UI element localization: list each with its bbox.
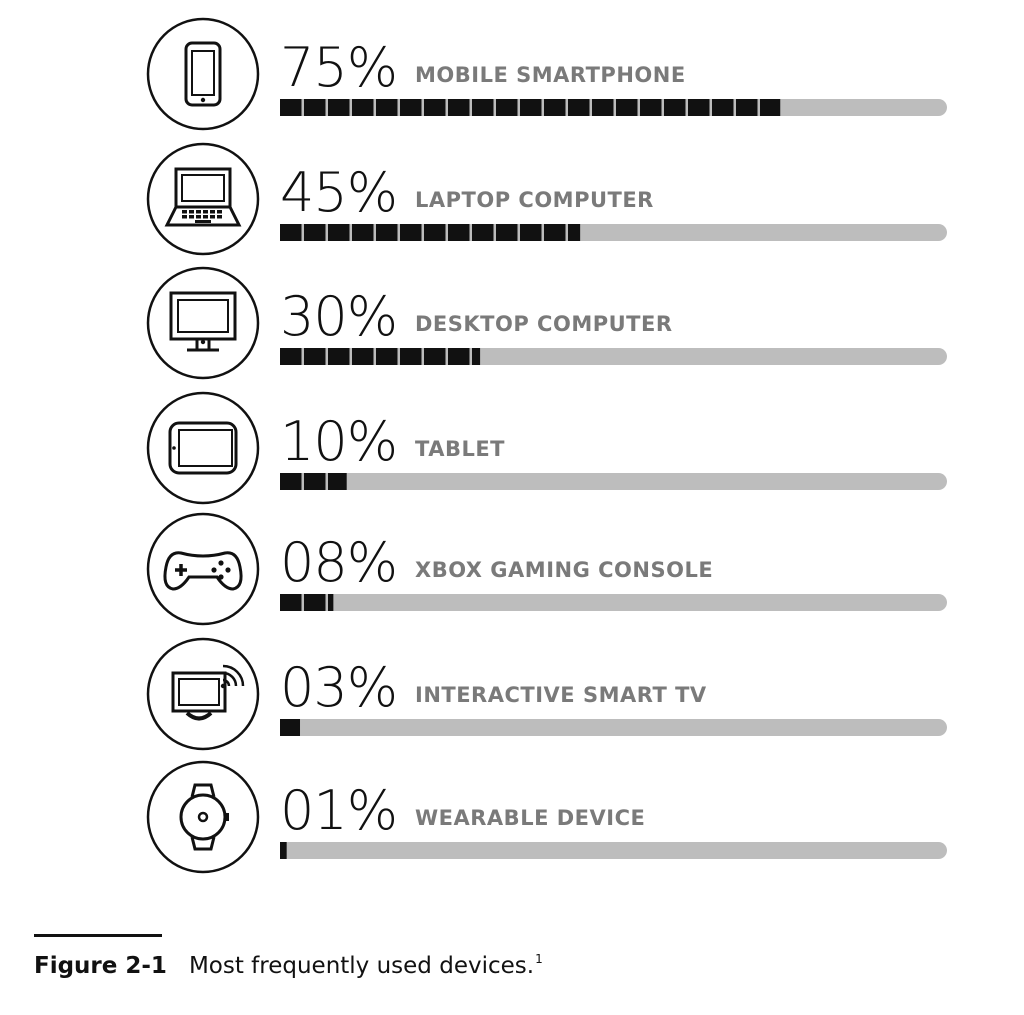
bar-segment (352, 348, 374, 365)
bar-segment (616, 99, 638, 116)
bar-segment (496, 224, 518, 241)
bar-track (280, 348, 947, 365)
bar-segment (280, 473, 302, 490)
bar-segment (400, 224, 422, 241)
tablet-icon (146, 391, 260, 505)
bar-segment (520, 224, 542, 241)
bar-segment (544, 224, 566, 241)
bar-segment (304, 473, 326, 490)
bar-segment (352, 99, 374, 116)
bar-segment (448, 348, 470, 365)
bar-track (280, 719, 947, 736)
bar-segment (400, 99, 422, 116)
bar-segment (328, 99, 350, 116)
bar-segment (520, 99, 542, 116)
value-label: 10% (280, 410, 397, 473)
category-label: LAPTOP COMPUTER (415, 188, 654, 212)
bar-track (280, 842, 947, 859)
bar-row: 01% WEARABLE DEVICE (146, 760, 947, 874)
bar-segment (424, 224, 446, 241)
bar-segment (328, 473, 347, 490)
bar-segment (712, 99, 734, 116)
bar-segment (760, 99, 781, 116)
figure-caption: Figure 2-1 Most frequently used devices.1 (34, 952, 543, 979)
bar-row: 08% XBOX GAMING CONSOLE (146, 512, 947, 626)
caption-text: Most frequently used devices. (188, 953, 535, 979)
bar-segment (496, 99, 518, 116)
laptop-icon (146, 142, 260, 256)
bar-segment (376, 99, 398, 116)
watch-icon (146, 760, 260, 874)
bar-track (280, 224, 947, 241)
bar-track (280, 473, 947, 490)
bar-fill (280, 594, 334, 611)
bar-fill (280, 842, 287, 859)
bar-segment (304, 594, 326, 611)
bar-segment (424, 99, 446, 116)
bar-segment (448, 224, 470, 241)
bar-fill (280, 99, 781, 116)
smartphone-icon (146, 17, 260, 131)
bar-segment (280, 842, 287, 859)
bar-segment (376, 224, 398, 241)
bar-segment (304, 348, 326, 365)
bar-segment (400, 348, 422, 365)
category-label: TABLET (415, 437, 505, 461)
bar-segment (376, 348, 398, 365)
value-label: 03% (280, 656, 397, 719)
bar-track (280, 594, 947, 611)
caption-footnote: 1 (535, 952, 543, 966)
bar-segment (280, 719, 301, 736)
bar-segment (448, 99, 470, 116)
category-label: INTERACTIVE SMART TV (415, 683, 707, 707)
bar-segment (304, 224, 326, 241)
value-label: 45% (280, 161, 397, 224)
bar-segment (640, 99, 662, 116)
bar-segment (568, 99, 590, 116)
bar-row: 10% TABLET (146, 391, 947, 505)
bar-segment (736, 99, 758, 116)
bar-segment (280, 224, 302, 241)
bar-fill (280, 348, 481, 365)
bar-segment (664, 99, 686, 116)
bar-segment (280, 99, 302, 116)
value-label: 01% (280, 779, 397, 842)
bar-segment (544, 99, 566, 116)
bar-row: 45% LAPTOP COMPUTER (146, 142, 947, 256)
bar-fill (280, 224, 581, 241)
bar-segment (352, 224, 374, 241)
bar-segment (688, 99, 710, 116)
bar-segment (328, 594, 334, 611)
bar-row: 30% DESKTOP COMPUTER (146, 266, 947, 380)
device-usage-chart: 75% MOBILE SMARTPHONE 45% LAPTOP COMPUTER 30… (146, 17, 947, 874)
bar-segment (592, 99, 614, 116)
gamepad-icon (146, 512, 260, 626)
category-label: XBOX GAMING CONSOLE (415, 558, 713, 582)
value-label: 75% (280, 36, 397, 99)
bar-segment (328, 348, 350, 365)
bar-fill (280, 719, 301, 736)
value-label: 30% (280, 285, 397, 348)
bar-segment (280, 594, 302, 611)
bar-segment (472, 224, 494, 241)
value-label: 08% (280, 531, 397, 594)
caption-rule (34, 934, 162, 937)
bar-fill (280, 473, 347, 490)
bar-segment (328, 224, 350, 241)
bar-segment (424, 348, 446, 365)
figure-label: Figure 2-1 (34, 953, 167, 979)
bar-segment (472, 99, 494, 116)
bar-segment (568, 224, 581, 241)
bar-row: 75% MOBILE SMARTPHONE (146, 17, 947, 131)
bar-segment (472, 348, 481, 365)
bar-row: 03% INTERACTIVE SMART TV (146, 637, 947, 751)
desktop-icon (146, 266, 260, 380)
bar-segment (304, 99, 326, 116)
smart-tv-icon (146, 637, 260, 751)
category-label: DESKTOP COMPUTER (415, 312, 673, 336)
bar-segment (280, 348, 302, 365)
category-label: MOBILE SMARTPHONE (415, 63, 686, 87)
category-label: WEARABLE DEVICE (415, 806, 645, 830)
